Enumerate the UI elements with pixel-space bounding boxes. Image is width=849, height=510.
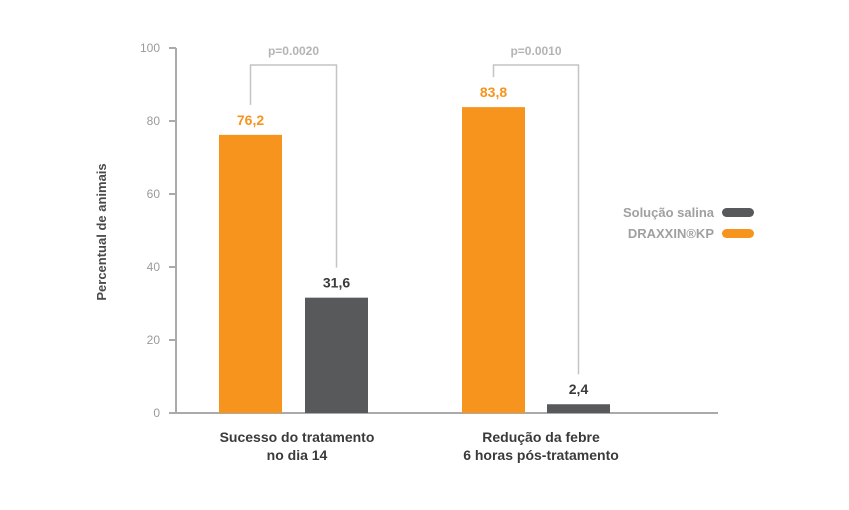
legend: Solução salina DRAXXIN®KP <box>623 205 754 241</box>
category-label: Sucesso do tratamento <box>220 429 375 445</box>
p-value-bracket <box>492 64 580 375</box>
data-label: 31,6 <box>323 275 350 291</box>
category-label: no dia 14 <box>267 447 328 463</box>
y-tick-label: 40 <box>147 260 161 274</box>
bar <box>547 404 610 413</box>
bar <box>305 297 368 413</box>
data-label: 2,4 <box>569 381 589 397</box>
category-label: Redução da febre <box>482 429 600 445</box>
legend-label: DRAXXIN®KP <box>628 226 714 241</box>
y-axis-label: Percentual de animais <box>94 163 109 300</box>
category-labels: Sucesso do tratamento no dia 14 Redução da… <box>220 429 619 463</box>
p-value-label: p=0.0020 <box>268 44 319 58</box>
y-ticks: 0 20 40 60 80 100 <box>140 41 176 420</box>
p-value-label: p=0.0010 <box>510 44 561 58</box>
legend-swatch <box>722 229 754 238</box>
legend-label: Solução salina <box>623 205 715 220</box>
category-label: 6 horas pós-tratamento <box>463 447 619 463</box>
y-tick-label: 60 <box>147 187 161 201</box>
bar <box>462 107 525 413</box>
data-label: 83,8 <box>480 84 507 100</box>
data-labels: 76,2 83,8 31,6 2,4 <box>237 84 589 397</box>
y-tick-label: 0 <box>153 406 160 420</box>
data-label: 76,2 <box>237 112 264 128</box>
y-tick-label: 100 <box>140 41 160 55</box>
p-value-bracket <box>249 64 338 268</box>
y-tick-label: 20 <box>147 333 161 347</box>
legend-swatch <box>722 208 754 217</box>
bars <box>219 107 610 413</box>
y-tick-label: 80 <box>147 114 161 128</box>
bar <box>219 134 282 413</box>
p-value-brackets: p=0.0020 p=0.0010 <box>249 44 580 375</box>
